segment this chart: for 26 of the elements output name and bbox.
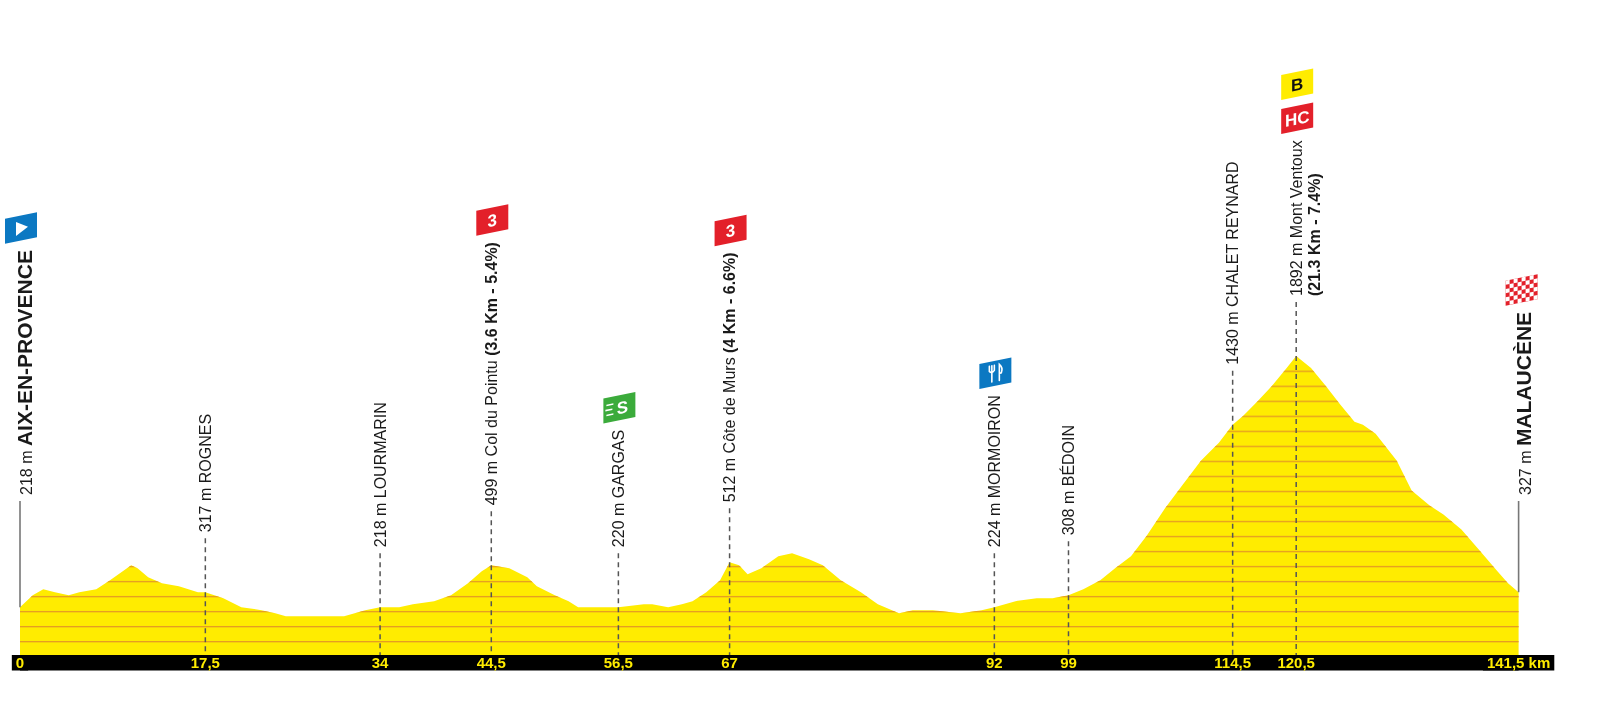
annotation: 308 m BÉDOIN <box>1058 424 1077 536</box>
x-tick-label: 67 <box>721 654 738 672</box>
annotation: 218 m AIX-EN-PROVENCE <box>13 250 36 495</box>
annotation: 512 m Côte de Murs (4 Km - 6.6%) <box>721 252 739 503</box>
x-tick-label: 120,5 <box>1277 654 1315 672</box>
annotation: 220 m GARGAS <box>609 429 627 548</box>
annotation: 224 m MORMOIRON <box>985 395 1003 548</box>
annotation: S <box>616 396 629 419</box>
text: 1892 m Mont Ventoux (21.3 Km - 7.4%) <box>1287 140 1323 296</box>
text: B <box>1291 73 1304 96</box>
x-tick-label: 114,5 <box>1214 654 1252 672</box>
x-tick-label: 17,5 <box>190 654 220 672</box>
x-tick-label: 99 <box>1060 654 1077 672</box>
annotation: 218 m LOURMARIN <box>371 402 389 548</box>
x-tick-label: 0 <box>15 654 25 672</box>
text: 3 <box>487 209 498 232</box>
x-tick-label: 56,5 <box>603 654 633 672</box>
x-tick-label: 44,5 <box>476 654 506 672</box>
text: 3 <box>725 219 736 242</box>
annotation: 1430 m CHALET REYNARD <box>1224 161 1242 365</box>
annotation: 499 m Col du Pointu (3.6 Km - 5.4%) <box>482 242 500 506</box>
x-tick-label: 34 <box>371 654 390 672</box>
x-tick-label: 141,5 km <box>1486 654 1551 672</box>
annotation: 327 m MALAUCÈNE <box>1511 311 1535 495</box>
x-tick-label: 92 <box>986 654 1003 672</box>
annotation: 317 m ROGNES <box>196 413 214 533</box>
